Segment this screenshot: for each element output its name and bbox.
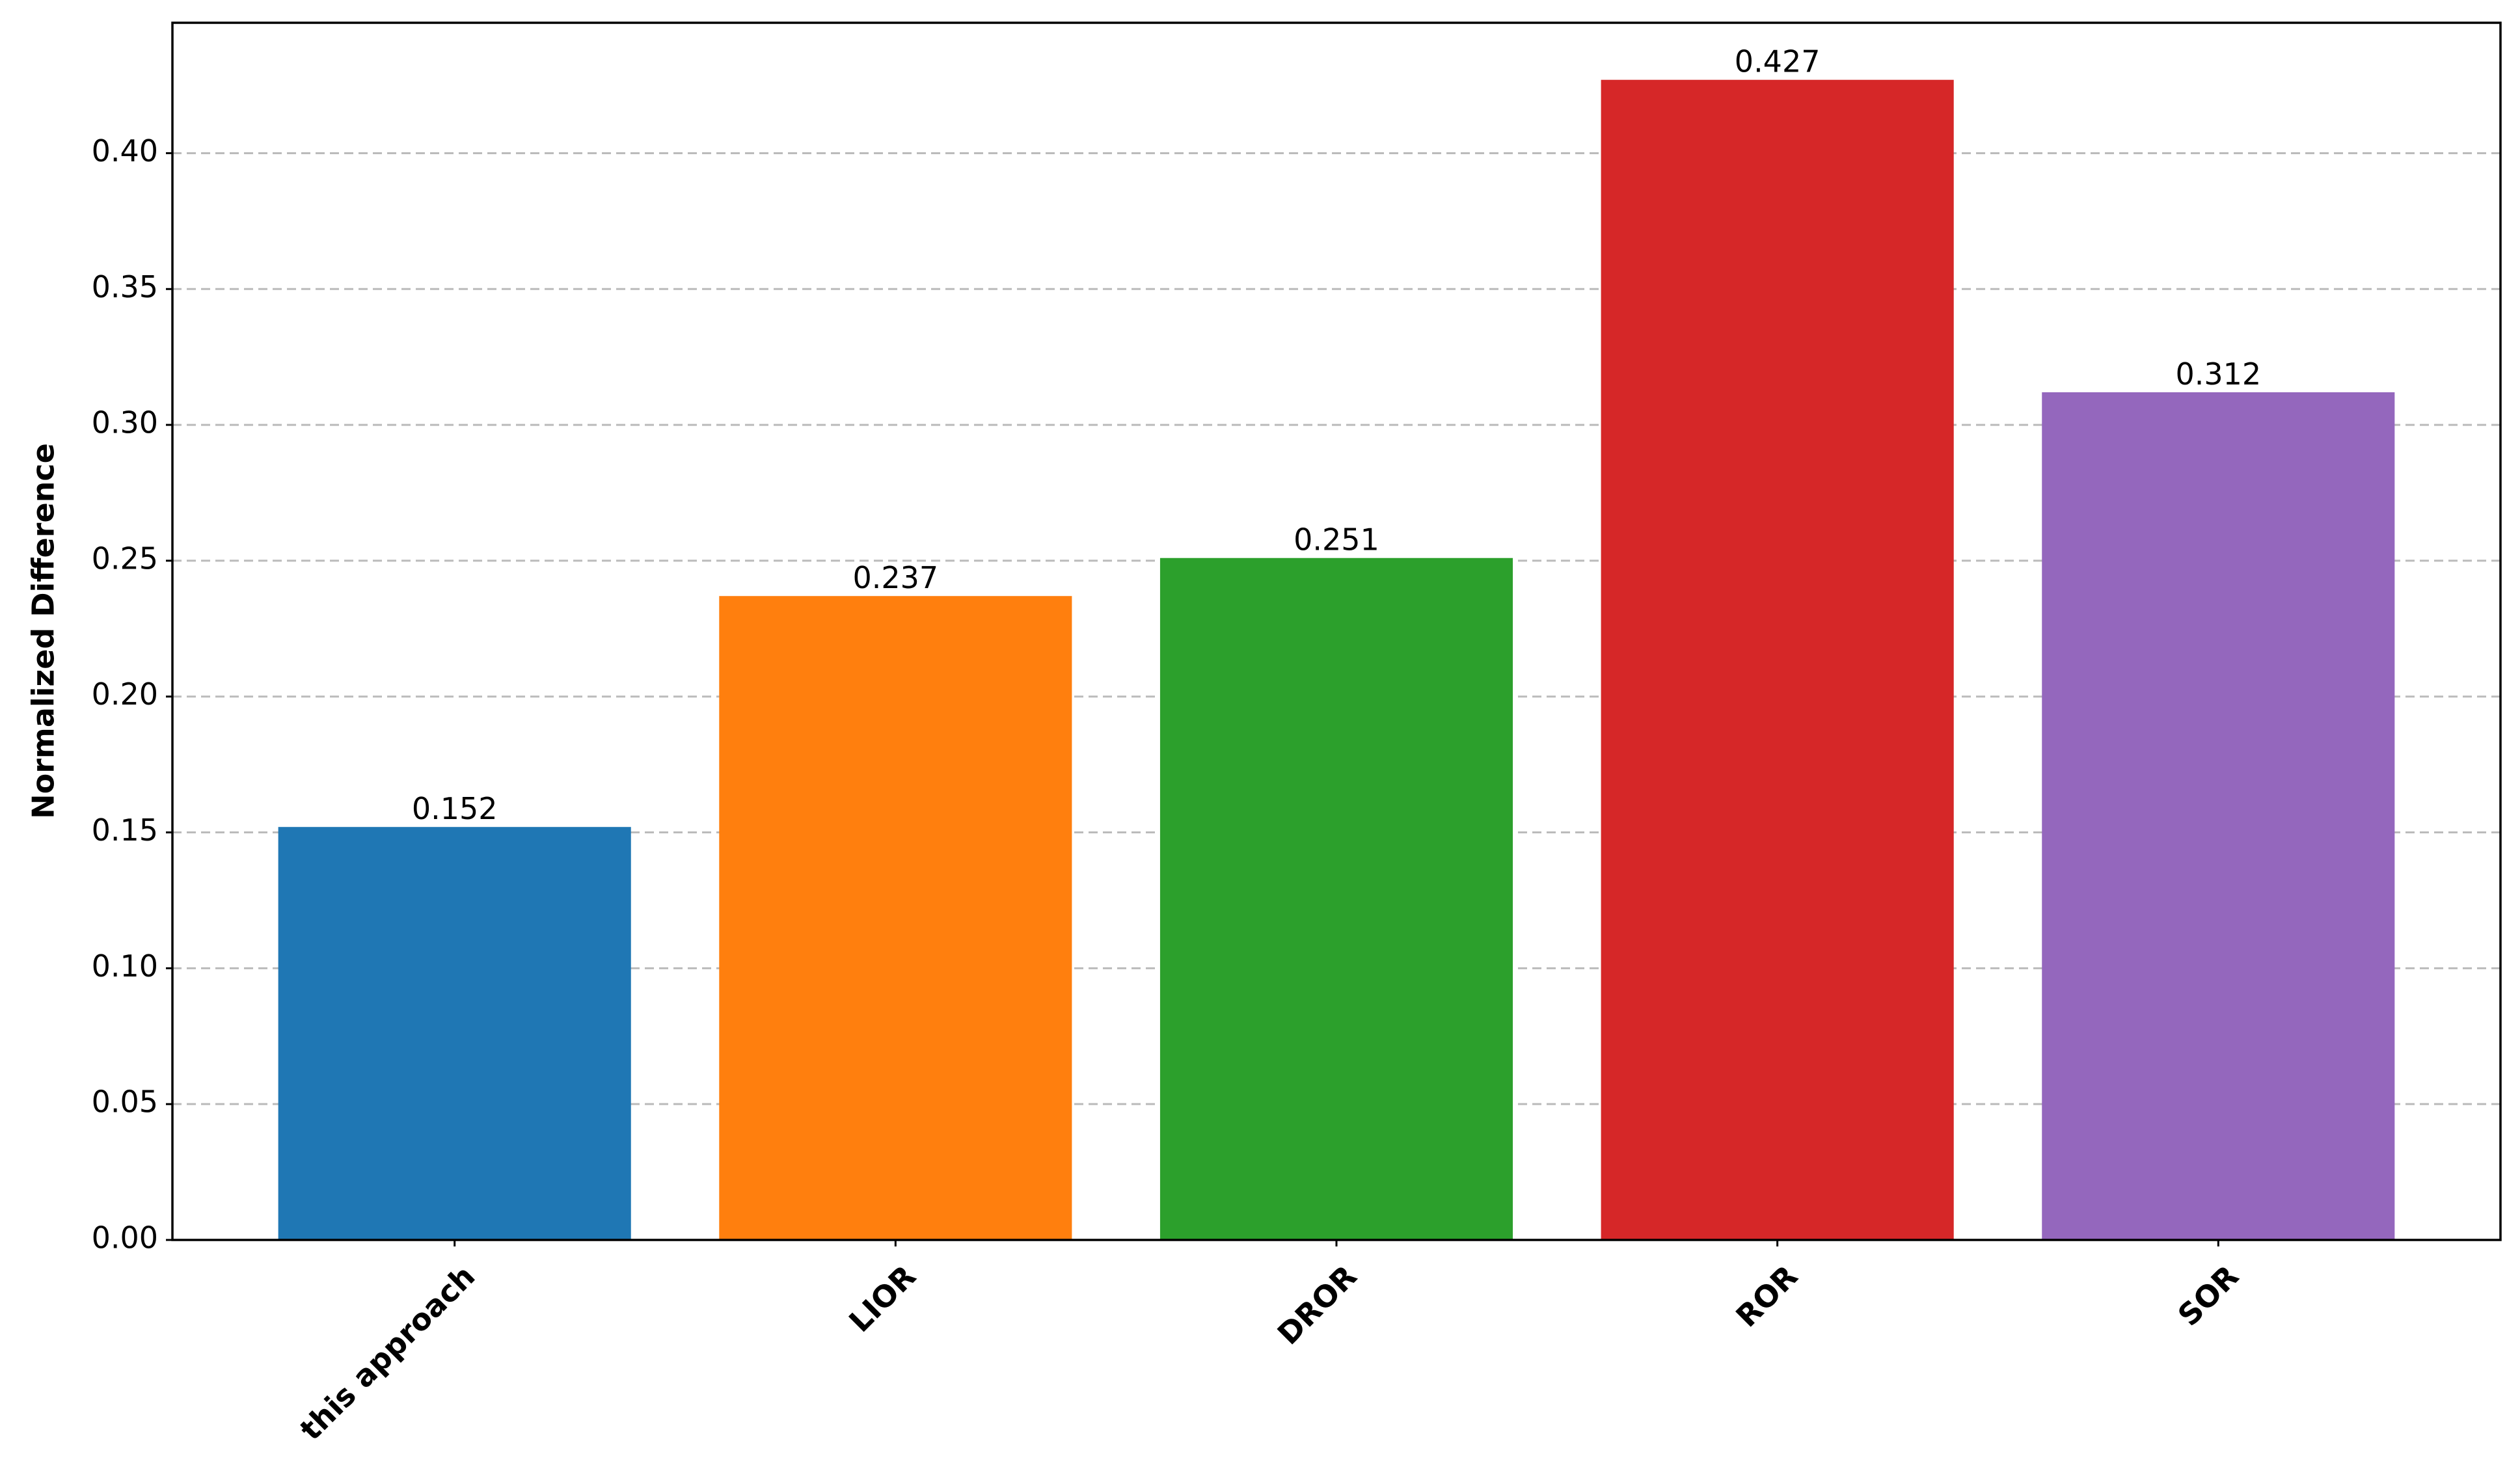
- value-label: 0.251: [1294, 522, 1379, 558]
- y-tick-label: 0.10: [92, 949, 158, 984]
- value-label: 0.237: [852, 560, 938, 595]
- value-label: 0.312: [2175, 357, 2261, 392]
- y-tick-label: 0.20: [92, 677, 158, 712]
- bar: [278, 827, 631, 1240]
- bar: [1601, 79, 1954, 1240]
- y-tick-label: 0.05: [92, 1084, 158, 1120]
- bar: [2042, 392, 2395, 1240]
- y-tick-label: 0.35: [92, 269, 158, 304]
- value-label: 0.152: [412, 791, 498, 826]
- y-tick-label: 0.15: [92, 813, 158, 848]
- plot-frame: [171, 21, 2502, 1241]
- bar: [1159, 558, 1513, 1241]
- y-axis-label: Normalized Difference: [26, 443, 61, 819]
- y-tick-label: 0.25: [92, 541, 158, 576]
- bar: [719, 596, 1072, 1240]
- y-tick-label: 0.30: [92, 405, 158, 440]
- value-label: 0.427: [1735, 44, 1821, 79]
- y-tick-label: 0.00: [92, 1220, 158, 1256]
- y-tick-label: 0.40: [92, 133, 158, 168]
